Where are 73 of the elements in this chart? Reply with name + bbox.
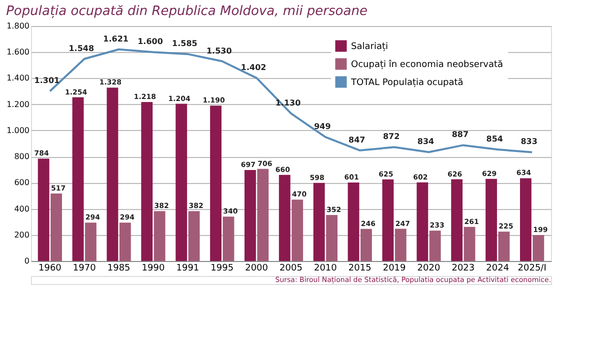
bar xyxy=(498,232,510,261)
legend-label: Salariați xyxy=(351,42,388,52)
x-tick-label: 1985 xyxy=(107,264,130,274)
x-tick-label: 2019 xyxy=(382,264,406,274)
bar xyxy=(486,178,497,261)
x-tick-label: 2025/I xyxy=(518,264,546,274)
legend-label: Ocupați în economia neobservată xyxy=(351,59,504,70)
data-label: 1.301 xyxy=(34,76,60,86)
y-tick-label: 800 xyxy=(14,152,30,162)
data-label: 1.585 xyxy=(172,39,198,48)
bar xyxy=(72,97,84,261)
data-label: 1.548 xyxy=(68,44,94,53)
bar xyxy=(257,168,269,261)
bar xyxy=(50,194,62,261)
y-tick-label: 1.600 xyxy=(6,48,30,57)
data-label: 887 xyxy=(452,130,469,140)
data-label: 834 xyxy=(417,137,435,146)
x-tick-label: 1990 xyxy=(142,264,165,274)
bar xyxy=(416,182,428,261)
bar xyxy=(326,215,338,261)
y-tick-label: 200 xyxy=(14,230,30,240)
y-tick-label: 600 xyxy=(14,178,30,188)
bar xyxy=(85,222,96,261)
x-tick-label: 2015 xyxy=(348,264,372,274)
y-tick-label: 1.400 xyxy=(6,74,30,83)
bar xyxy=(360,228,372,261)
data-label: 833 xyxy=(520,137,538,146)
bar xyxy=(176,104,188,261)
data-label: 847 xyxy=(348,135,366,144)
bar xyxy=(313,182,325,261)
bar xyxy=(382,179,394,261)
bar xyxy=(278,174,290,261)
bar xyxy=(394,228,406,261)
bar xyxy=(520,178,532,261)
data-label: 854 xyxy=(486,134,504,144)
bar xyxy=(244,170,256,261)
x-tick-label: 2020 xyxy=(417,264,440,274)
data-label: 949 xyxy=(314,122,332,132)
bar xyxy=(210,106,222,261)
bar xyxy=(141,102,153,261)
chart-title: Populația ocupată din Republica Moldova, mii persoane xyxy=(6,4,368,19)
bar xyxy=(38,158,50,261)
x-tick-label: 1960 xyxy=(38,264,62,274)
y-tick-label: 400 xyxy=(14,204,30,214)
bar xyxy=(188,211,200,261)
data-label: 1.600 xyxy=(138,37,164,46)
bar xyxy=(154,211,166,261)
y-tick-label: 1.000 xyxy=(6,126,30,135)
y-tick-label: 1.200 xyxy=(6,100,30,109)
data-label: 1.621 xyxy=(103,34,129,44)
x-tick-label: 1991 xyxy=(176,264,200,274)
x-tick-label: 2010 xyxy=(314,264,338,274)
y-tick-label: 1.800 xyxy=(6,22,30,30)
bar xyxy=(106,88,118,261)
bar xyxy=(451,179,463,261)
x-tick-label: 2023 xyxy=(452,264,475,274)
bar xyxy=(292,200,304,261)
data-label: 1.530 xyxy=(206,46,232,56)
bar xyxy=(429,230,441,261)
x-tick-label: 2000 xyxy=(245,264,268,274)
bar xyxy=(222,216,234,261)
x-tick-label: 1970 xyxy=(72,264,96,274)
y-tick-label: 0 xyxy=(24,256,30,266)
data-label: 872 xyxy=(382,132,400,142)
bar xyxy=(348,182,360,261)
data-label: 1.402 xyxy=(240,62,266,72)
x-tick-label: 1995 xyxy=(210,264,234,274)
x-tick-label: 2005 xyxy=(280,264,302,274)
legend-label: TOTAL Populația ocupată xyxy=(350,78,464,88)
bar xyxy=(532,235,544,261)
x-tick-label: 2024 xyxy=(486,264,510,274)
bar xyxy=(464,226,476,261)
bar xyxy=(119,222,131,261)
